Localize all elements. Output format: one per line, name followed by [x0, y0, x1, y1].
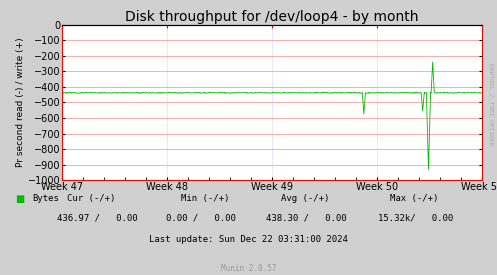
- Text: ■: ■: [15, 194, 24, 204]
- Text: Cur (-/+): Cur (-/+): [67, 194, 115, 203]
- Text: Munin 2.0.57: Munin 2.0.57: [221, 264, 276, 273]
- Text: 0.00 /   0.00: 0.00 / 0.00: [166, 213, 237, 222]
- Text: 436.97 /   0.00: 436.97 / 0.00: [57, 213, 138, 222]
- Text: 438.30 /   0.00: 438.30 / 0.00: [266, 213, 346, 222]
- Text: Last update: Sun Dec 22 03:31:00 2024: Last update: Sun Dec 22 03:31:00 2024: [149, 235, 348, 244]
- Text: Max (-/+): Max (-/+): [390, 194, 438, 203]
- Title: Disk throughput for /dev/loop4 - by month: Disk throughput for /dev/loop4 - by mont…: [125, 10, 419, 24]
- Text: 15.32k/   0.00: 15.32k/ 0.00: [378, 213, 453, 222]
- Text: Min (-/+): Min (-/+): [181, 194, 230, 203]
- Y-axis label: Pr second read (-) / write (+): Pr second read (-) / write (+): [16, 38, 25, 167]
- Text: Avg (-/+): Avg (-/+): [281, 194, 329, 203]
- Text: RRDTOOL / TOBI OETIKER: RRDTOOL / TOBI OETIKER: [488, 63, 493, 146]
- Text: Bytes: Bytes: [32, 194, 59, 203]
